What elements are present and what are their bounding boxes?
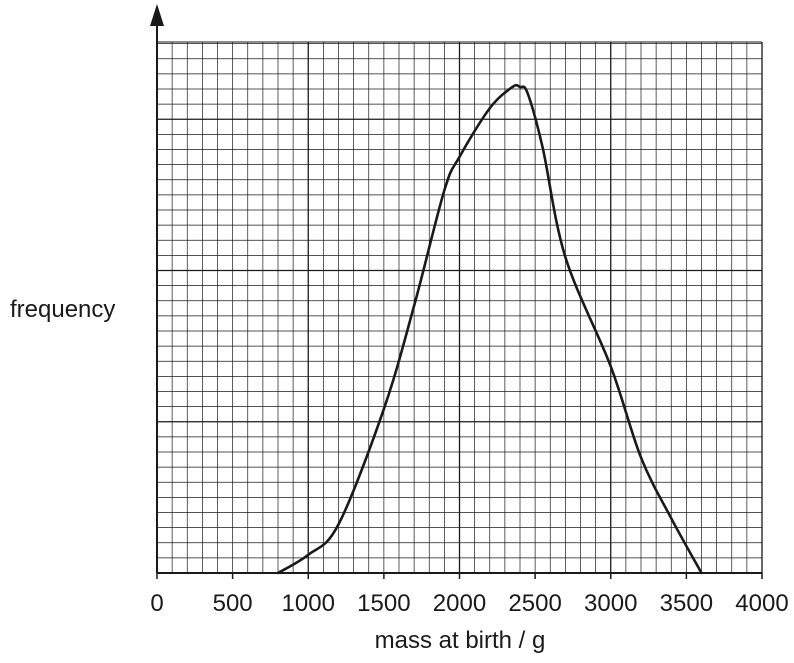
x-tick-label: 3500 bbox=[660, 590, 713, 617]
x-tick-label: 2500 bbox=[508, 590, 561, 617]
x-tick-label: 0 bbox=[150, 590, 163, 617]
x-tick-label: 500 bbox=[213, 590, 253, 617]
x-tick-label: 2000 bbox=[433, 590, 486, 617]
series-line bbox=[276, 83, 703, 575]
y-axis-label: frequency bbox=[10, 296, 115, 323]
x-tick-label: 3000 bbox=[584, 590, 637, 617]
x-tick-label: 4000 bbox=[735, 590, 788, 617]
x-tick-labels: 0 500 1000 1500 2000 2500 3000 3500 4000 bbox=[150, 590, 788, 617]
y-axis-arrow-icon bbox=[150, 4, 164, 26]
x-tick-label: 1500 bbox=[357, 590, 410, 617]
x-tick-label: 1000 bbox=[282, 590, 335, 617]
grid bbox=[156, 41, 763, 574]
x-axis-label: mass at birth / g bbox=[375, 627, 546, 654]
axes bbox=[150, 4, 763, 579]
